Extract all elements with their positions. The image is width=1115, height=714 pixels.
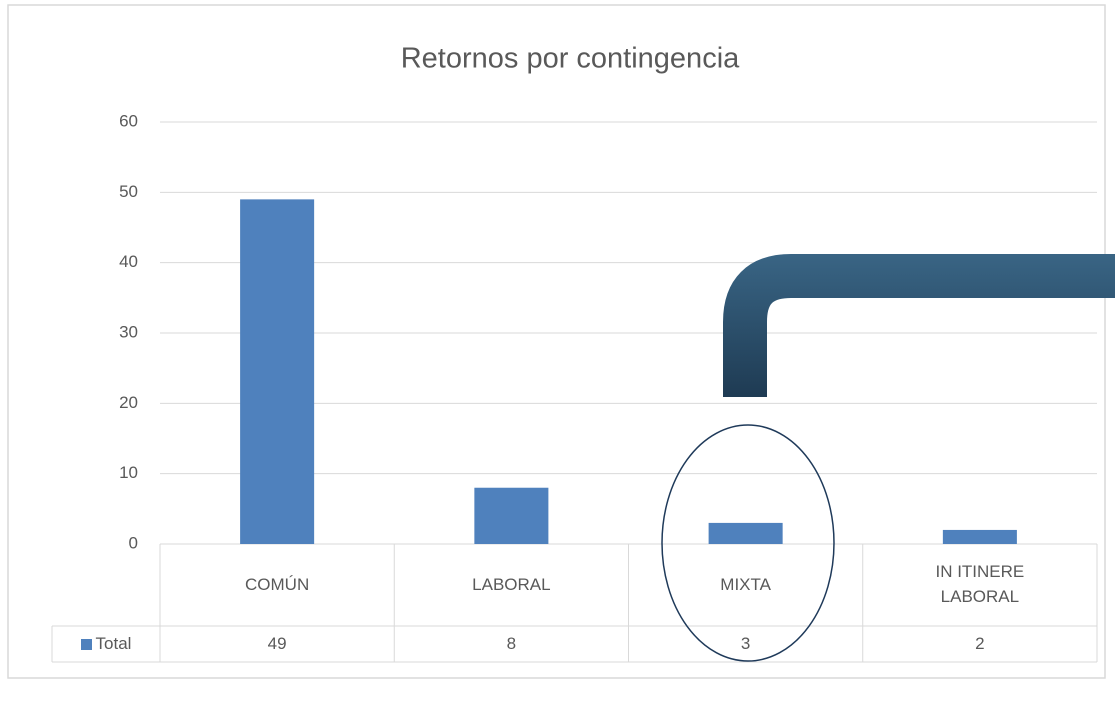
y-tick-label: 10: [119, 463, 138, 482]
x-tick-label-text: MIXTA: [720, 574, 771, 594]
table-value-text: 2: [975, 633, 985, 653]
chart-title: Retornos por contingencia: [401, 43, 740, 75]
x-tick-label: COMÚN: [160, 544, 394, 626]
x-tick-label-text: IN ITINERE LABORAL: [935, 562, 1025, 606]
table-value-text: 8: [506, 633, 517, 653]
bar: [942, 529, 1017, 544]
legend-entry-text: Total: [95, 633, 132, 653]
x-tick-label-text: LABORAL: [472, 574, 551, 594]
legend-entry: Total: [52, 626, 160, 662]
x-tick-label-text: COMÚN: [245, 574, 310, 594]
table-value: 8: [394, 626, 628, 662]
bar: [474, 487, 549, 544]
bar: [240, 199, 315, 544]
bar: [708, 522, 783, 544]
y-tick-label: 30: [119, 322, 138, 341]
y-tick-label: 40: [119, 252, 138, 271]
x-tick-label: LABORAL: [394, 544, 628, 626]
y-tick-label: 60: [119, 111, 138, 130]
x-tick-label: IN ITINERE LABORAL: [863, 544, 1097, 626]
y-tick-label: 50: [119, 182, 138, 201]
legend-swatch: [80, 638, 92, 650]
table-value: 2: [863, 626, 1097, 662]
table-value-text: 49: [267, 633, 287, 653]
y-tick-label: 0: [129, 533, 138, 552]
table-value: 3: [629, 626, 863, 662]
x-tick-label: MIXTA: [629, 544, 863, 626]
y-tick-label: 20: [119, 393, 138, 412]
table-value: 49: [160, 626, 394, 662]
table-value-text: 3: [740, 633, 751, 653]
